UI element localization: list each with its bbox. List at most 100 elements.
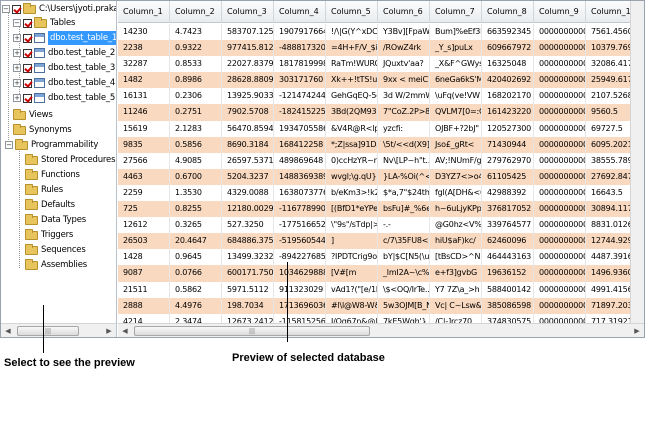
table-cell[interactable]: 61105425 [482, 168, 534, 185]
table-cell[interactable]: c/7\35FU8<E4 [378, 233, 430, 250]
table-cell[interactable]: 168202170 [482, 88, 534, 105]
table-cell[interactable]: JQuxtv'aa? [378, 56, 430, 73]
table-cell[interactable]: bY|$C[N5(\u|... [378, 249, 430, 266]
table-cell[interactable]: 22027.8379 [222, 56, 274, 73]
table-cell[interactable]: 32287 [118, 56, 170, 73]
expand-icon[interactable]: + [13, 49, 21, 57]
table-cell[interactable]: fgl(A[DH&<6 [430, 184, 482, 202]
table-cell[interactable]: 11246 [118, 104, 170, 121]
table-cell[interactable]: 5204.3237 [222, 168, 274, 185]
table-cell[interactable]: 000000000000... [534, 72, 586, 89]
table-cell[interactable]: /C|-]rcz70 [430, 313, 482, 330]
table-cell[interactable]: 13499.3232 [222, 249, 274, 266]
tree-node-table-2[interactable]: + dbo.test_table_2 [13, 46, 115, 60]
table-cell[interactable]: 000000000000... [534, 281, 586, 298]
table-row[interactable]: 14820.898628628.8809303171760Xk++!tTS!uG… [118, 72, 638, 89]
table-cell[interactable]: 0.8255 [170, 201, 222, 218]
table-row[interactable]: 11246 0.2751 7902.5708 -1824152256 3Bd(2QM93… [118, 104, 638, 121]
table-cell[interactable]: 000000000000... [534, 120, 586, 137]
checkbox-checked-icon[interactable] [12, 4, 21, 14]
table-cell[interactable]: 2888 [118, 297, 170, 314]
table-cell[interactable]: 9087 [118, 265, 170, 282]
table-row[interactable]: 322870.853322027.83791817819998RaTm!WURC… [118, 56, 638, 73]
table-cell[interactable]: 4329.0088 [222, 184, 274, 202]
collapse-icon[interactable]: − [5, 141, 13, 149]
table-cell[interactable]: yzcfi: [378, 120, 430, 137]
table-cell[interactable]: 376817052 [482, 201, 534, 218]
table-row[interactable]: 15619 2.1283 56470.8594 1934705586 &V4R@R<lp… [118, 120, 638, 137]
table-cell[interactable]: _Y_s]puLx [430, 40, 482, 57]
table-cell[interactable]: 4463 [118, 168, 170, 185]
table-cell[interactable]: 0)ccHzYR~rt*0... [326, 152, 378, 169]
table-cell[interactable]: =4H+F/V_$iRI... [326, 40, 378, 57]
expand-icon[interactable]: + [13, 64, 21, 72]
table-cell[interactable]: 5w3OJM[B_N... [378, 297, 430, 314]
expand-icon[interactable]: + [13, 94, 21, 102]
table-row[interactable]: 4214 2.3474 12673.2412 -1158152564 I/Oq67n&@… [118, 313, 638, 330]
scrollbar-thumb[interactable]: ||| [134, 326, 370, 336]
table-cell[interactable]: 339764577 [482, 217, 534, 234]
table-row[interactable]: 98350.58568690.3184168412258*;Z|ssa]91DX… [118, 136, 638, 153]
table-cell[interactable]: 303171760 [274, 72, 326, 89]
table-cell[interactable]: 000000000000... [534, 104, 586, 121]
table-cell[interactable]: 000000000000... [534, 297, 586, 314]
table-cell[interactable]: 4.9085 [170, 152, 222, 169]
column-header[interactable]: Column_9 [534, 1, 586, 23]
table-cell[interactable]: 583707.1250 [222, 24, 274, 41]
table-cell[interactable]: 26503 [118, 233, 170, 250]
table-cell[interactable]: QVLM7[0=:C [430, 104, 482, 121]
table-cell[interactable]: 0.9322 [170, 40, 222, 57]
column-header[interactable]: Column_4 [274, 1, 326, 23]
table-cell[interactable]: 0.9645 [170, 249, 222, 266]
tree-node-table-3[interactable]: + dbo.test_table_3 [13, 61, 115, 75]
scroll-right-icon[interactable]: ▶ [634, 326, 640, 335]
table-cell[interactable]: h~6uLjyKPp [430, 201, 482, 218]
table-cell[interactable]: 2238 [118, 40, 170, 57]
column-header[interactable]: Column_8 [482, 1, 534, 23]
table-cell[interactable]: 13925.9033 [222, 88, 274, 105]
table-cell[interactable]: 9835 [118, 136, 170, 153]
table-cell[interactable]: Xk++!tTS!uG@... [326, 72, 378, 89]
table-cell[interactable]: -1158152564 [274, 313, 326, 330]
table-cell[interactable]: 1.3530 [170, 184, 222, 202]
table-row[interactable]: 1428 0.9645 13499.3232 -894227685 ?IPDTCrig9… [118, 249, 638, 266]
tree-horizontal-scrollbar[interactable]: ◀ ▶ ||| [1, 323, 116, 337]
scrollbar-thumb[interactable]: ||| [17, 326, 79, 336]
column-header[interactable]: Column_5 [326, 1, 378, 23]
table-cell[interactable]: 14230 [118, 24, 170, 41]
table-cell[interactable]: 8690.3184 [222, 136, 274, 153]
table-cell[interactable]: 5971.5112 [222, 281, 274, 298]
table-cell[interactable]: 161423220 [482, 104, 534, 121]
table-cell[interactable]: #l\l@W8-W&tY|... [326, 297, 378, 314]
table-cell[interactable]: 62460096 [482, 233, 534, 250]
table-cell[interactable]: 911323029 [274, 281, 326, 298]
column-header[interactable]: Column_7 [430, 1, 482, 23]
table-cell[interactable]: 3d W/2mmWz... [378, 88, 430, 105]
table-cell[interactable]: \$<OQ/IrTe... [378, 281, 430, 298]
table-cell[interactable]: Y7 7Z\a_>h [430, 281, 482, 298]
table-cell[interactable]: 725 [118, 201, 170, 218]
table-cell[interactable]: 000000000000... [534, 24, 586, 41]
column-header[interactable]: Column_3 [222, 1, 274, 23]
table-cell[interactable]: 000000000000... [534, 313, 586, 330]
table-cell[interactable]: 0.3265 [170, 217, 222, 234]
table-cell[interactable]: [(BfD1*eYPev>... [326, 201, 378, 218]
table-row[interactable]: 2238 0.9322 977415.8125 -488817320 =4H+F/V_$… [118, 40, 638, 57]
table-cell[interactable]: -1214742443 [274, 88, 326, 105]
table-cell[interactable]: 000000000000... [534, 265, 586, 282]
table-row[interactable]: 21511 0.5862 5971.5112 911323029 vAd1?("[e/1… [118, 281, 638, 298]
table-cell[interactable]: 1638073776 [274, 184, 326, 202]
table-cell[interactable]: 1034629888 [274, 265, 326, 282]
table-cell[interactable]: 1713696036 [274, 297, 326, 314]
table-cell[interactable]: 000000000000... [534, 217, 586, 234]
table-cell[interactable]: \5t/<<d(X9]D... [378, 136, 430, 153]
table-cell[interactable]: Nv\[LP~h"t... [378, 152, 430, 169]
tree-node-triggers[interactable]: Triggers [25, 228, 73, 242]
table-cell[interactable]: 12180.0029 [222, 201, 274, 218]
table-cell[interactable]: 28628.8809 [222, 72, 274, 89]
table-cell[interactable]: &V4R@R<lp w... [326, 120, 378, 137]
table-cell[interactable]: 684886.3750 [222, 233, 274, 250]
table-cell[interactable]: 19636152 [482, 265, 534, 282]
table-cell[interactable]: 168412258 [274, 136, 326, 153]
table-cell[interactable]: 56470.8594 [222, 120, 274, 137]
